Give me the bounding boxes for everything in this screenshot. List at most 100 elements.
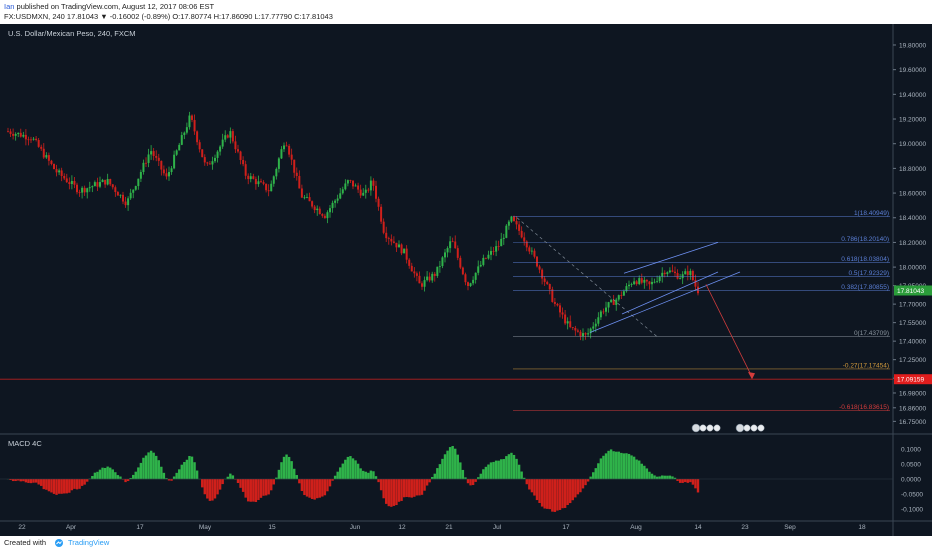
- current-price-label: 17.81043: [897, 288, 924, 295]
- macd-bar: [484, 466, 488, 480]
- macd-bar: [362, 470, 365, 480]
- candle-body: [418, 275, 421, 284]
- candle-body: [24, 134, 27, 140]
- candle-body: [306, 197, 308, 198]
- candle-body: [316, 208, 319, 211]
- event-flag-icon: [691, 423, 701, 433]
- candle-body: [484, 257, 487, 259]
- macd-bar: [201, 479, 204, 488]
- candle-body: [242, 159, 245, 165]
- event-dot-icon: [706, 424, 714, 432]
- candle-body: [311, 201, 314, 207]
- macd-bar: [213, 479, 217, 499]
- macd-bar: [666, 475, 669, 480]
- candle-body: [196, 131, 199, 143]
- candle-body: [183, 132, 186, 136]
- candle-body: [559, 305, 561, 313]
- macd-bar: [673, 477, 677, 480]
- macd-bar: [193, 462, 196, 480]
- macd-bar: [183, 462, 186, 480]
- macd-bar: [397, 479, 401, 502]
- candle-body: [643, 279, 646, 283]
- macd-bar: [341, 463, 344, 480]
- candle-body: [339, 193, 342, 199]
- candle-body: [237, 149, 239, 152]
- candle-body: [40, 146, 43, 149]
- macd-bar: [147, 452, 150, 480]
- candle-body: [469, 283, 472, 287]
- channel-lower-line: [589, 271, 741, 333]
- macd-bar: [114, 472, 117, 480]
- time-tick-label: 15: [268, 524, 276, 531]
- candle-body: [449, 241, 452, 249]
- macd-bar: [433, 473, 436, 480]
- event-dot-icon: [699, 424, 707, 432]
- candle-body: [234, 141, 237, 150]
- candle-body: [635, 281, 638, 285]
- macd-bar: [420, 479, 424, 495]
- candle-body: [676, 273, 679, 279]
- candle-body: [96, 182, 99, 187]
- macd-bar: [32, 479, 35, 483]
- candle-body: [415, 273, 418, 276]
- candle-body: [431, 273, 434, 281]
- candle-body: [520, 230, 523, 238]
- candle-body: [267, 190, 270, 192]
- candle-body: [387, 238, 390, 239]
- macd-bar: [497, 460, 500, 480]
- chart-canvas[interactable]: 1(18.40949) 0.786(18.20140) 0.618(18.03804…: [0, 24, 932, 536]
- candle-body: [357, 185, 360, 190]
- chart-area[interactable]: 1(18.40949) 0.786(18.20140) 0.618(18.03804…: [0, 24, 932, 536]
- candle-body: [137, 178, 140, 187]
- candle-body: [329, 208, 331, 213]
- macd-bar: [535, 479, 539, 501]
- candle-body: [571, 327, 574, 328]
- candle-body: [93, 182, 96, 187]
- candle-body: [265, 183, 268, 191]
- candle-body: [254, 178, 257, 185]
- candle-body: [86, 188, 89, 193]
- candle-body: [191, 115, 193, 120]
- price-tick-label: 19.40000: [899, 92, 926, 99]
- macd-bar: [119, 476, 122, 480]
- candle-body: [492, 251, 495, 252]
- macd-bar: [640, 463, 643, 480]
- macd-bar: [333, 475, 337, 480]
- macd-bar: [185, 459, 189, 480]
- candle-body: [505, 225, 508, 238]
- candle-body: [620, 295, 623, 296]
- candle-body: [145, 162, 147, 164]
- candle-body: [679, 278, 682, 279]
- time-tick-label: 14: [694, 524, 702, 531]
- candle-body: [142, 162, 145, 173]
- candle-body: [579, 331, 582, 337]
- candle-body: [459, 257, 462, 268]
- macd-bar: [152, 452, 155, 480]
- candle-body: [111, 184, 114, 188]
- macd-bar: [22, 479, 25, 482]
- macd-bar: [423, 479, 426, 491]
- candle-body: [198, 142, 201, 150]
- macd-bar: [546, 479, 549, 509]
- candle-body: [290, 154, 293, 160]
- macd-bar: [259, 479, 263, 498]
- candle-body: [226, 135, 229, 138]
- macd-bar: [502, 459, 505, 480]
- candle-body: [625, 286, 628, 292]
- macd-bar: [144, 455, 148, 480]
- candle-body: [612, 299, 615, 305]
- candle-body: [50, 160, 53, 164]
- candle-body: [510, 216, 513, 222]
- candle-body: [53, 163, 55, 170]
- macd-bar: [218, 479, 222, 490]
- macd-bar: [620, 452, 623, 480]
- tradingview-brand[interactable]: TradingView: [68, 538, 110, 547]
- macd-bar: [459, 462, 462, 480]
- macd-bar: [305, 479, 309, 497]
- author-link[interactable]: Ian: [4, 2, 15, 11]
- candle-body: [331, 202, 334, 209]
- macd-bar: [101, 467, 104, 480]
- candle-body: [377, 198, 380, 207]
- candle-body: [461, 267, 464, 275]
- macd-bar: [349, 456, 352, 480]
